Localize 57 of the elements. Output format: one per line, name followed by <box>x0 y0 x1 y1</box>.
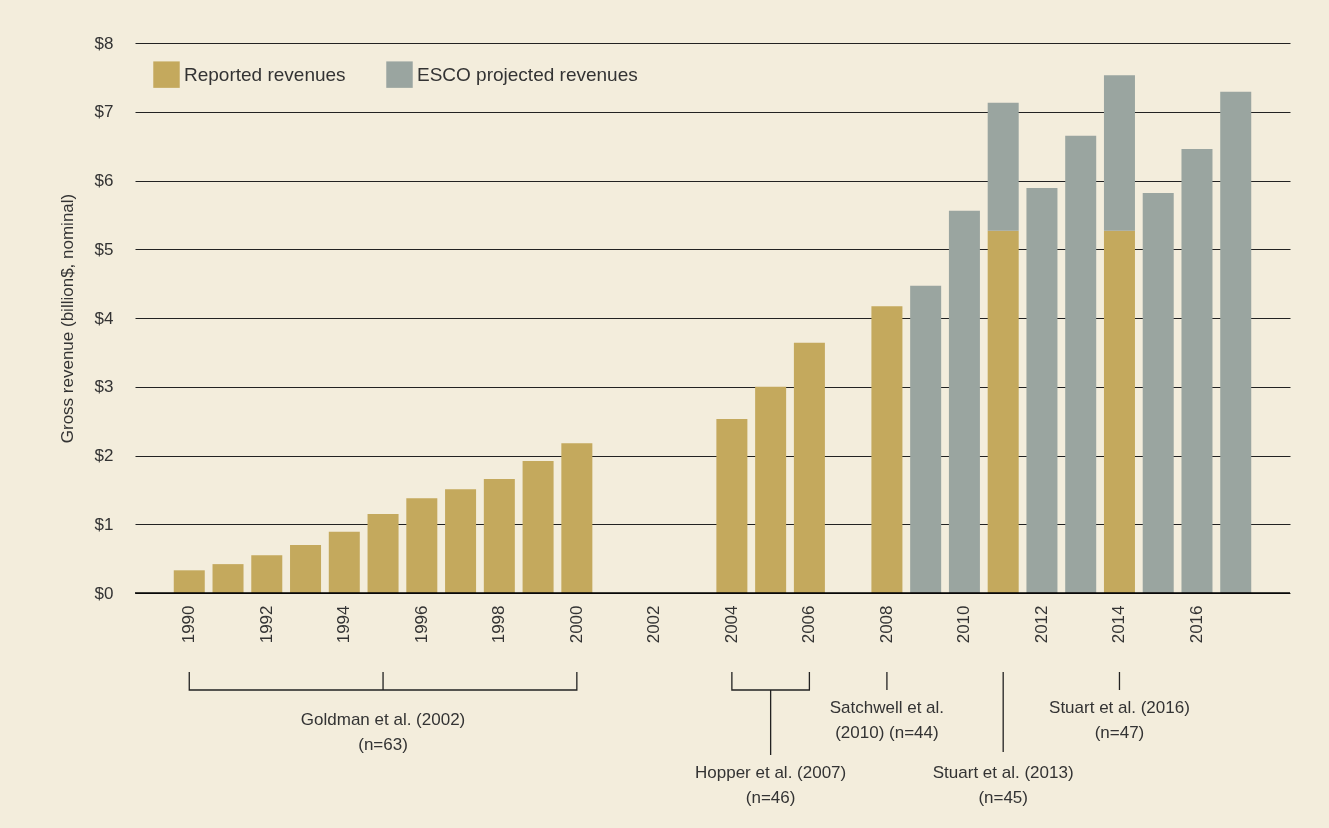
x-tick-label: 2000 <box>566 605 586 644</box>
y-tick-label: $2 <box>94 446 114 465</box>
bar <box>1220 91 1252 593</box>
legend-label: ESCO projected revenues <box>417 63 638 85</box>
x-tick-label: 1996 <box>411 605 431 644</box>
bar <box>1065 135 1097 593</box>
y-axis-title: Gross revenue (billion$, nominal) <box>57 193 77 444</box>
x-tick-label: 2012 <box>1031 605 1051 644</box>
bar <box>1103 75 1135 231</box>
bar <box>871 306 903 593</box>
y-tick-label: $7 <box>94 102 114 122</box>
bar <box>212 564 244 593</box>
y-tick-label: $5 <box>94 239 114 259</box>
y-tick-label: $4 <box>94 308 114 328</box>
bar <box>910 285 942 593</box>
text: Stuart et al. (2016) (n=47) <box>1049 697 1190 744</box>
x-tick-label: 1998 <box>489 605 509 644</box>
bar <box>1181 148 1213 593</box>
bar <box>328 531 360 593</box>
legend-label: Reported revenues <box>184 63 346 85</box>
bar <box>251 555 283 593</box>
bar <box>1142 192 1174 593</box>
bar <box>483 478 515 593</box>
bar <box>1103 230 1135 593</box>
y-tick-label: $6 <box>94 171 114 190</box>
x-tick-label: 1994 <box>334 605 354 644</box>
bar <box>948 210 980 593</box>
y-tick-label: $3 <box>94 377 114 397</box>
x-tick-label: 1990 <box>179 605 199 644</box>
bar <box>367 513 399 593</box>
x-tick-label: 2010 <box>954 605 974 644</box>
y-tick-label: $8 <box>94 33 114 53</box>
x-tick-label: 2014 <box>1109 605 1129 644</box>
bar <box>716 419 748 593</box>
bar <box>987 230 1019 593</box>
text: Satchwell et al. (2010) (n=44) <box>829 697 945 744</box>
x-tick-label: 2016 <box>1186 605 1206 644</box>
bar <box>987 102 1019 231</box>
bar <box>406 498 438 593</box>
bar <box>522 461 554 593</box>
text: Hopper et al. (2007) (n=46) <box>695 762 847 809</box>
bar <box>290 544 322 593</box>
bar <box>793 342 825 593</box>
bar <box>173 570 205 593</box>
y-tick-label: $1 <box>94 514 114 534</box>
x-tick-label: 2008 <box>876 605 896 644</box>
bar <box>1026 188 1058 593</box>
bar <box>445 489 477 593</box>
x-tick-label: 1992 <box>256 605 276 644</box>
x-tick-label: 2006 <box>799 605 819 644</box>
bar <box>561 443 593 593</box>
x-tick-label: 2002 <box>644 605 664 644</box>
text: Goldman et al. (2002) (n=63) <box>300 709 466 756</box>
x-tick-label: 2004 <box>721 605 741 644</box>
text: Stuart et al. (2013) (n=45) <box>932 762 1074 809</box>
bar <box>755 386 787 593</box>
y-tick-label: $0 <box>94 583 114 603</box>
